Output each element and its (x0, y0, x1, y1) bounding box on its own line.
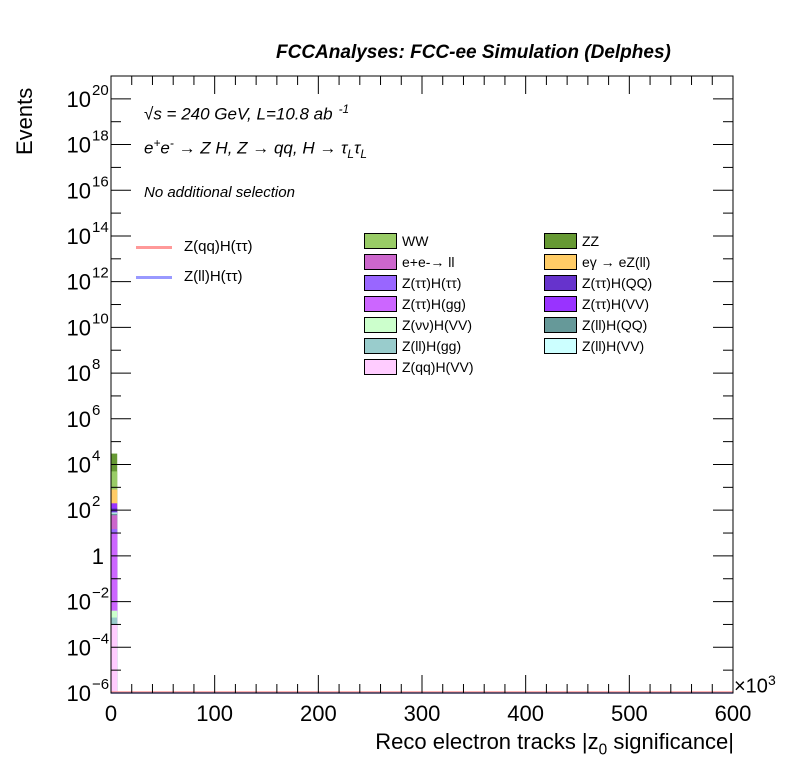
legend-swatch (364, 254, 397, 270)
legend-line-swatch (136, 276, 172, 279)
x-tick-label: 500 (611, 701, 648, 726)
y-tick-label: 10 (67, 224, 91, 249)
energy-label: √s = 240 GeV, L=10.8 ab -1 (144, 102, 350, 124)
legend-swatch (544, 233, 577, 249)
selection-label: No additional selection (144, 184, 295, 201)
legend-label: WW (402, 233, 429, 249)
y-tick-exponent: 18 (92, 128, 109, 145)
y-tick-label: 10 (67, 87, 91, 112)
y-tick-exponent: 8 (92, 356, 100, 373)
legend-swatch (544, 338, 577, 354)
y-tick-exponent: −4 (92, 630, 109, 647)
x-axis-multiplier: ×103 (734, 672, 776, 698)
plot-frame (110, 75, 734, 694)
y-tick-exponent: −6 (92, 676, 109, 693)
legend-label: Z(ττ)H(QQ) (582, 275, 653, 291)
x-tick-label: 600 (715, 701, 752, 726)
legend-swatch (364, 359, 397, 375)
y-tick-label: 1 (92, 544, 104, 569)
y-tick-exponent: 10 (92, 310, 109, 327)
stack-bar-z-qq-h-vv- (111, 624, 118, 693)
y-tick-exponent: 14 (92, 219, 109, 236)
y-tick-label: 10 (67, 407, 91, 432)
legend-swatch (364, 275, 397, 291)
y-tick-label: 10 (67, 681, 91, 706)
legend-swatch (544, 317, 577, 333)
legend-swatch (544, 275, 577, 291)
legend-swatch (364, 296, 397, 312)
process-label: e+e- → Z H, Z → qq, H → τLτL (144, 136, 368, 162)
legend-label: Z(ll)H(ττ) (184, 268, 243, 285)
y-tick-label: 10 (67, 590, 91, 615)
x-tick-label: 300 (404, 701, 441, 726)
legend-swatch (364, 338, 397, 354)
legend-label: eγ → eZ(ll) (582, 254, 651, 270)
y-tick-label: 10 (67, 133, 91, 158)
y-tick-label: 10 (67, 315, 91, 340)
y-tick-label: 10 (67, 452, 91, 477)
y-tick-exponent: 4 (92, 447, 100, 464)
y-axis-label: Events (12, 87, 37, 155)
legend-label: Z(qq)H(ττ) (184, 238, 253, 255)
y-tick-exponent: 6 (92, 402, 100, 419)
legend-swatch (544, 296, 577, 312)
x-axis-label: Reco electron tracks |z0 significance| (375, 729, 734, 759)
y-tick-exponent: 2 (92, 493, 100, 510)
legend-label: Z(νν)H(VV) (402, 317, 472, 333)
y-tick-exponent: 20 (92, 82, 109, 99)
legend-label: Z(ll)H(VV) (582, 338, 645, 354)
y-tick-exponent: −2 (92, 585, 109, 602)
y-tick-exponent: 12 (92, 265, 109, 282)
legend-label: Z(ττ)H(gg) (402, 296, 466, 312)
y-tick-label: 10 (67, 270, 91, 295)
legend-swatch (544, 254, 577, 270)
legend-label: Z(ll)H(gg) (402, 338, 462, 354)
legend-label: Z(ll)H(QQ) (582, 317, 648, 333)
y-tick-label: 10 (67, 498, 91, 523)
legend-label: Z(qq)H(VV) (402, 359, 474, 375)
legend-label: e+e-→ ll (402, 254, 455, 270)
x-tick-label: 200 (300, 701, 337, 726)
legend-swatch (364, 233, 397, 249)
y-tick-exponent: 16 (92, 173, 109, 190)
legend-swatch (364, 317, 397, 333)
y-tick-label: 10 (67, 635, 91, 660)
legend-label: ZZ (582, 233, 600, 249)
x-tick-label: 100 (196, 701, 233, 726)
x-tick-label: 400 (507, 701, 544, 726)
legend-label: Z(ττ)H(ττ) (402, 275, 462, 291)
page-title: FCCAnalyses: FCC-ee Simulation (Delphes) (276, 42, 671, 63)
y-tick-label: 10 (67, 178, 91, 203)
legend-label: Z(ττ)H(VV) (582, 296, 650, 312)
y-tick-label: 10 (67, 361, 91, 386)
x-tick-label: 0 (105, 701, 117, 726)
legend-line-swatch (136, 246, 172, 249)
